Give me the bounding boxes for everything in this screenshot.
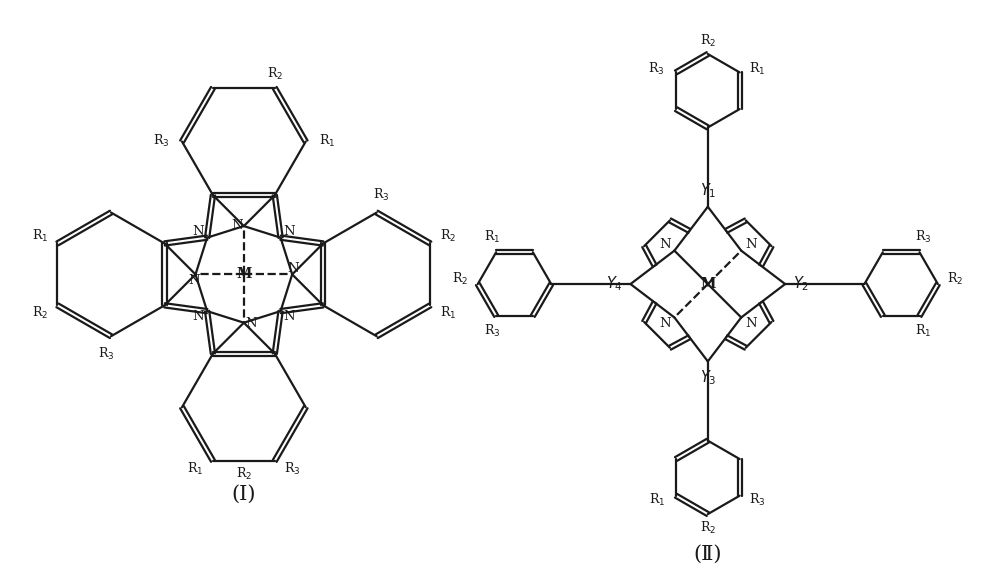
Text: R$_2$: R$_2$ [267,66,283,83]
Text: N: N [287,262,299,275]
Text: N: N [283,225,295,238]
Text: $Y_4$: $Y_4$ [606,275,623,293]
Text: (Ⅱ): (Ⅱ) [694,545,722,564]
Text: R$_3$: R$_3$ [484,323,500,340]
Text: R$_3$: R$_3$ [648,61,665,76]
Text: R$_3$: R$_3$ [373,187,390,203]
Text: N: N [245,317,256,330]
Text: N: N [193,310,204,323]
Text: R$_3$: R$_3$ [98,346,114,362]
Text: N: N [659,317,671,330]
Text: R$_2$: R$_2$ [236,466,252,482]
Text: R$_2$: R$_2$ [452,271,468,288]
Text: R$_1$: R$_1$ [484,229,500,245]
Text: R$_1$: R$_1$ [749,61,765,76]
Text: $Y_1$: $Y_1$ [700,182,716,200]
Text: R$_2$: R$_2$ [700,32,716,49]
Text: N: N [745,238,757,251]
Text: R$_3$: R$_3$ [284,461,300,477]
Text: R$_1$: R$_1$ [187,461,204,477]
Text: R$_3$: R$_3$ [749,491,765,508]
Text: R$_1$: R$_1$ [319,132,335,149]
Text: R$_2$: R$_2$ [947,271,963,288]
Text: R$_3$: R$_3$ [153,132,169,149]
Text: M: M [236,267,252,281]
Text: R$_2$: R$_2$ [440,228,456,244]
Text: (Ⅰ): (Ⅰ) [232,485,256,504]
Text: $Y_3$: $Y_3$ [700,368,716,387]
Text: M: M [700,277,716,291]
Text: R$_2$: R$_2$ [700,520,716,535]
Text: N: N [193,225,204,238]
Text: R$_1$: R$_1$ [32,228,48,244]
Text: N: N [745,317,757,330]
Text: N: N [189,274,200,287]
Text: R$_1$: R$_1$ [649,491,665,508]
Text: N: N [231,218,243,231]
Text: N: N [659,238,671,251]
Text: R$_1$: R$_1$ [915,323,932,340]
Text: R$_3$: R$_3$ [915,229,932,245]
Text: $Y_2$: $Y_2$ [793,275,809,293]
Text: R$_2$: R$_2$ [32,305,48,321]
Text: R$_1$: R$_1$ [440,305,456,321]
Text: N: N [283,310,295,323]
